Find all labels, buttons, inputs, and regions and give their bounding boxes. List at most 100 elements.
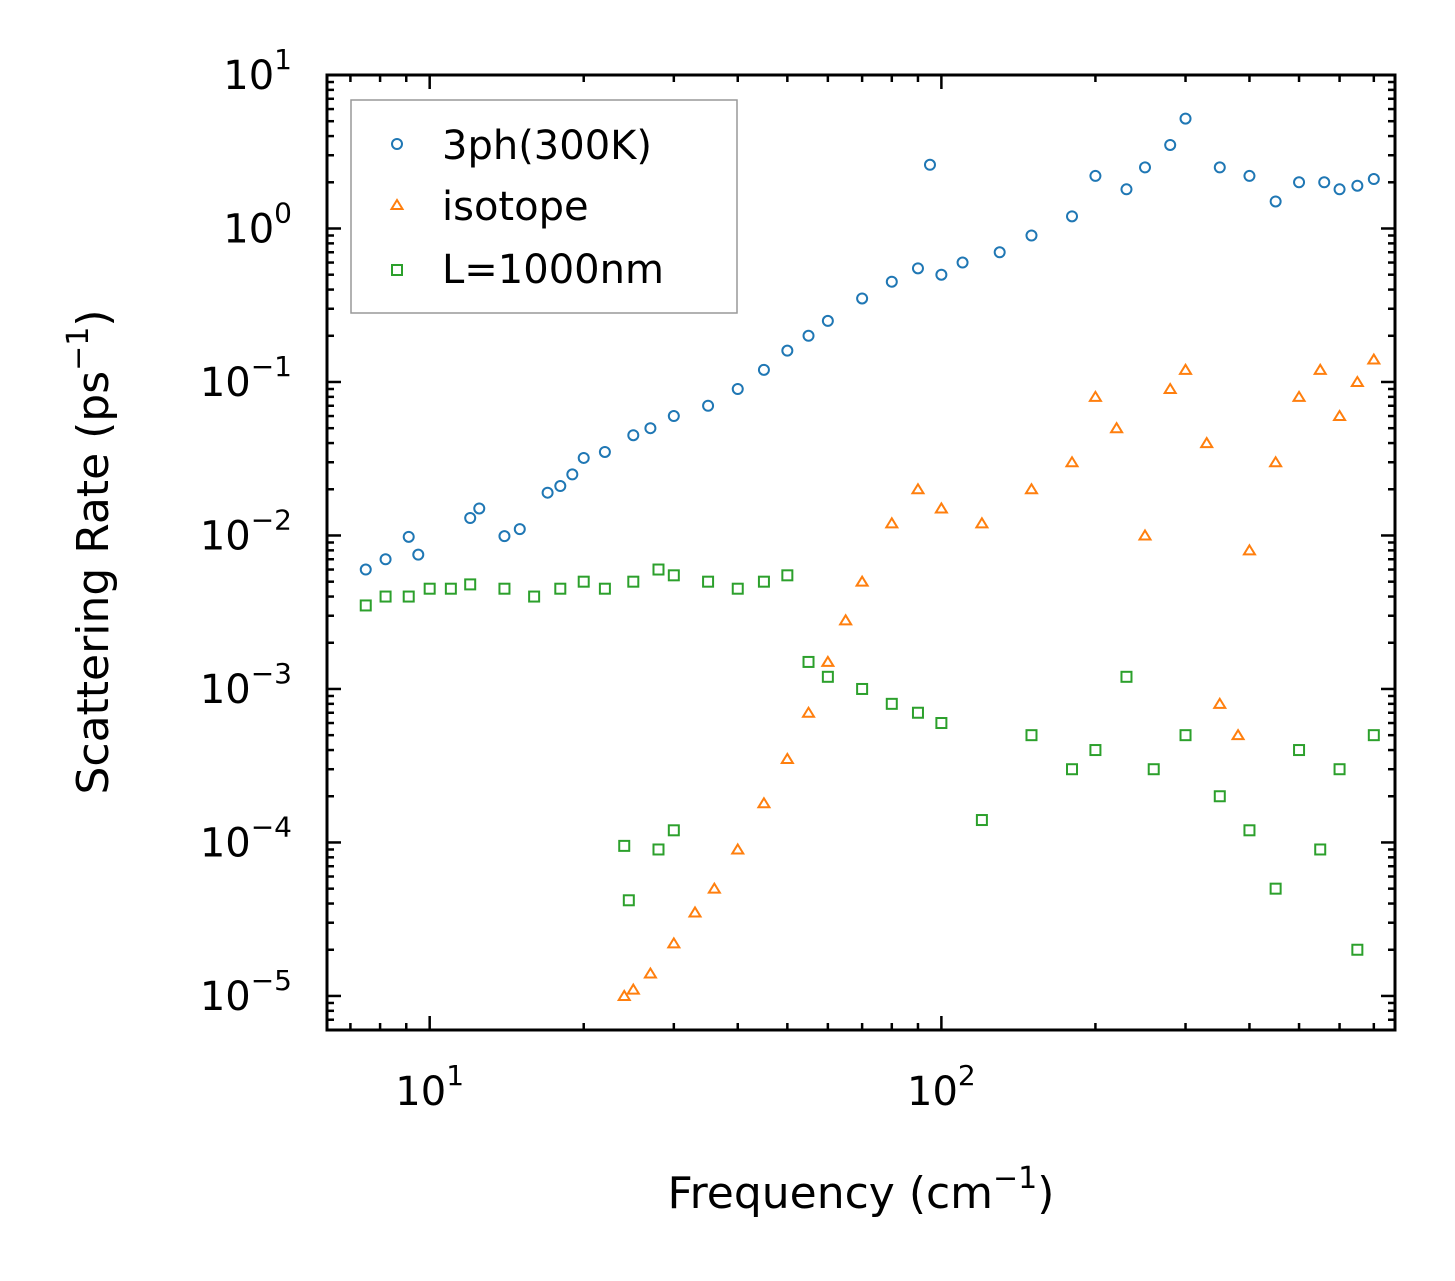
point-triangle-1-1 [626, 982, 641, 995]
point-triangle-1-14 [910, 482, 926, 495]
y-tick-label-4: 10−3 [200, 657, 292, 713]
point-circle-0-32 [1120, 183, 1133, 196]
point-circle-0-8 [541, 486, 554, 499]
point-circle-0-9 [554, 480, 567, 493]
point-triangle-1-26 [1230, 728, 1246, 741]
point-circle-0-38 [1269, 195, 1282, 208]
point-circle-0-34 [1164, 138, 1177, 151]
point-triangle-1-13 [884, 516, 900, 529]
point-triangle-1-21 [1137, 528, 1153, 541]
point-circle-0-24 [911, 262, 924, 275]
y-tick-label-5: 10−4 [200, 810, 292, 866]
legend-marker-boundary [391, 264, 403, 276]
point-triangle-1-4 [687, 905, 703, 918]
point-triangle-1-6 [730, 842, 746, 855]
point-circle-0-3 [412, 548, 425, 561]
point-circle-0-2 [402, 530, 415, 543]
point-square-2-10 [598, 582, 611, 595]
point-triangle-1-27 [1242, 543, 1257, 556]
point-triangle-1-16 [974, 516, 990, 529]
point-square-2-38 [1293, 744, 1306, 757]
point-circle-0-16 [702, 399, 715, 412]
point-square-2-6 [498, 582, 511, 595]
point-triangle-1-10 [820, 655, 836, 667]
point-square-2-23 [821, 670, 834, 683]
point-triangle-1-7 [756, 796, 772, 809]
point-circle-0-28 [993, 246, 1006, 259]
point-triangle-1-30 [1312, 362, 1328, 375]
point-circle-0-35 [1179, 112, 1192, 125]
point-circle-0-26 [935, 268, 948, 281]
point-square-2-7 [528, 590, 541, 603]
series-2 [359, 563, 1380, 956]
point-triangle-1-22 [1162, 382, 1178, 395]
series-0 [359, 112, 1380, 576]
point-square-2-8 [554, 582, 567, 595]
legend-label-isotope: isotope [442, 184, 589, 230]
legend-label-3ph: 3ph(300K) [442, 123, 652, 169]
point-triangle-1-3 [666, 936, 682, 949]
y-tick-label-2: 10−1 [200, 350, 292, 406]
point-square-2-40 [1333, 763, 1346, 776]
point-circle-0-6 [498, 530, 511, 543]
x-tick-label-0: 101 [395, 1059, 464, 1115]
y-axis-title: Scattering Rate (ps−1) [61, 309, 119, 794]
point-circle-0-25 [923, 158, 936, 171]
point-circle-0-21 [821, 314, 834, 327]
point-square-2-20 [652, 843, 665, 856]
point-square-2-18 [618, 839, 631, 852]
point-circle-0-39 [1293, 176, 1306, 189]
ticks-layer: 101 100 10−1 10−2 10−3 10−4 10−5 101 102 [200, 43, 1395, 1115]
point-triangle-1-2 [643, 966, 658, 979]
point-circle-0-36 [1213, 161, 1226, 174]
point-square-2-28 [975, 814, 988, 827]
point-circle-0-40 [1318, 176, 1331, 189]
point-triangle-1-15 [934, 501, 949, 514]
point-square-2-4 [444, 582, 457, 595]
point-square-2-34 [1179, 729, 1192, 742]
point-square-2-36 [1243, 824, 1256, 837]
point-circle-0-12 [598, 445, 611, 458]
point-circle-0-42 [1351, 179, 1364, 192]
point-circle-0-7 [513, 523, 526, 536]
point-circle-0-4 [464, 511, 477, 524]
point-triangle-1-32 [1350, 375, 1365, 387]
point-square-2-29 [1025, 729, 1038, 742]
point-square-2-31 [1089, 744, 1102, 757]
point-triangle-1-19 [1088, 389, 1103, 402]
point-square-2-41 [1351, 943, 1364, 956]
point-circle-0-19 [781, 344, 794, 357]
point-circle-0-11 [577, 451, 590, 464]
point-square-2-11 [627, 575, 640, 588]
legend-box [350, 99, 738, 314]
point-circle-0-14 [644, 422, 657, 435]
x-axis-title: Frequency (cm−1) [668, 1161, 1055, 1219]
x-tick-label-1: 102 [907, 1059, 976, 1115]
legend-marker-isotope [389, 198, 405, 210]
point-circle-0-23 [885, 275, 898, 288]
point-square-2-0 [359, 599, 372, 612]
point-square-2-2 [402, 590, 415, 603]
y-tick-label-3: 10−2 [200, 503, 292, 559]
point-square-2-19 [622, 894, 635, 907]
point-circle-0-27 [956, 256, 969, 269]
point-square-2-13 [667, 569, 680, 582]
point-square-2-15 [731, 582, 744, 595]
point-circle-0-17 [731, 383, 744, 396]
point-triangle-1-18 [1064, 455, 1080, 468]
point-triangle-1-12 [854, 574, 870, 587]
point-square-2-17 [781, 569, 794, 582]
point-square-2-30 [1066, 763, 1079, 776]
series-1 [616, 352, 1382, 1001]
point-triangle-1-8 [780, 752, 795, 764]
point-square-2-26 [911, 706, 924, 719]
point-square-2-1 [379, 590, 392, 603]
point-circle-0-13 [627, 429, 640, 442]
point-circle-0-10 [566, 468, 579, 481]
point-square-2-22 [802, 655, 815, 668]
point-square-2-21 [667, 824, 680, 837]
point-square-2-37 [1269, 882, 1282, 895]
point-square-2-5 [464, 578, 477, 591]
